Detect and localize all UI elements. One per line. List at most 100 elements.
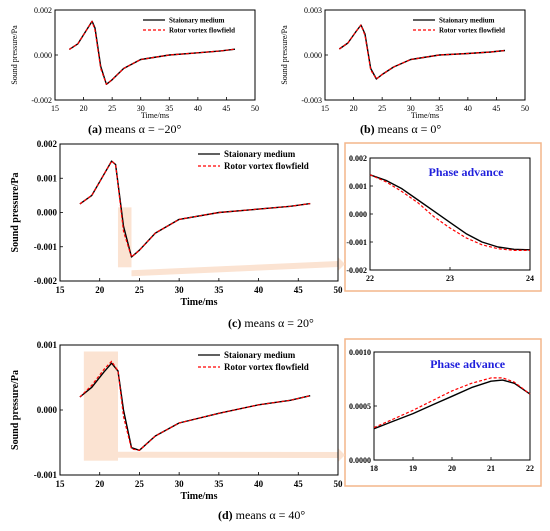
y-tick-label-a-2: 0.002 [34,6,52,15]
x-tick-label-a-2: 25 [108,104,116,113]
x-tick-label-a-7: 50 [251,104,259,113]
x-tick-label-c-zoom-2: 24 [526,274,534,283]
x-tick-label-d-zoom-3: 21 [487,464,495,473]
y-tick-label-c-3: 0.001 [37,173,58,183]
caption-d: (d) means α = 40° [218,508,306,522]
legend-label-a-0: Staionary medium [169,16,225,24]
series-line-c-zoom-0 [369,174,531,251]
legend-label-a-1: Rotor vortex flowfield [169,26,235,34]
x-tick-label-d-zoom-4: 22 [526,464,534,473]
connector-arrow-c [131,257,345,277]
annotation-d-zoom: Phase advance [430,357,506,371]
plot-frame-b [324,9,526,101]
y-tick-label-d-zoom-0: 0.0000 [349,456,371,465]
y-tick-label-c-zoom-3: 0.001 [349,182,367,191]
highlight-region-d [83,351,118,461]
highlight-region-c [117,207,132,268]
chart-b: 15 20 25 30 35 40 45 50 -0.003 0.000 0.003 Time/ms S… [280,6,529,120]
series-line-d-zoom-0 [373,379,531,430]
y-tick-label-c-zoom-4: 0.002 [349,154,367,163]
y-tick-label-b-2: 0.003 [304,6,322,15]
y-tick-label-d-2: 0.001 [37,340,58,350]
legend-label-d-1: Rotor vortex flowfield [224,362,309,372]
series-line-d-1 [79,360,311,451]
y-tick-label-c-2: 0.000 [37,208,58,218]
x-tick-label-b-5: 40 [464,104,472,113]
x-tick-label-b-4: 35 [435,104,443,113]
y-tick-label-b-0: -0.003 [301,96,322,105]
series-line-a-1 [68,20,236,85]
caption-b: (b) means α = 0° [360,122,442,136]
x-tick-label-d-4: 35 [214,479,224,489]
x-tick-label-b-6: 45 [492,104,500,113]
caption-a: (a) means α = −20° [88,122,182,136]
series-line-d-zoom-1 [373,377,531,429]
y-tick-label-c-zoom-1: -0.001 [346,238,367,247]
x-tick-label-d-1: 20 [95,479,105,489]
x-tick-label-d-zoom-2: 20 [448,464,456,473]
x-axis-label-c: Time/ms [180,297,217,308]
y-tick-label-d-zoom-1: 0.0005 [349,402,371,411]
y-tick-label-d-zoom-2: 0.0010 [349,348,371,357]
annotation-c-zoom: Phase advance [429,165,505,179]
chart-a: 15 20 25 30 35 40 45 50 -0.002 0.000 0.002 Time/ms S… [10,6,259,120]
chart-c-zoom: 22 23 24 -0.002 -0.001 0.000 0.001 0.002 Phase a… [346,154,534,283]
x-tick-label-d-3: 30 [175,479,185,489]
x-tick-label-c-2: 25 [135,285,145,295]
series-line-b-1 [338,24,506,80]
series-line-c-0 [79,160,311,258]
x-tick-label-a-0: 15 [51,104,59,113]
chart-d: 15 20 25 30 35 40 45 50 -0.001 0.000 0.001 Time/ms S… [10,340,346,502]
x-tick-label-d-5: 40 [254,479,264,489]
x-tick-label-c-4: 35 [214,285,224,295]
y-tick-label-c-zoom-2: 0.000 [349,210,367,219]
x-axis-label-d: Time/ms [180,491,217,502]
x-tick-label-d-6: 45 [294,479,304,489]
x-tick-label-c-3: 30 [175,285,185,295]
x-tick-label-b-3: 30 [407,104,415,113]
x-tick-label-c-zoom-0: 22 [366,274,374,283]
x-tick-label-d-zoom-1: 19 [409,464,417,473]
x-axis-label-a: Time/ms [141,111,169,120]
x-tick-label-b-0: 15 [321,104,329,113]
y-tick-label-c-4: 0.002 [37,139,58,149]
legend-label-c-0: Staionary medium [224,149,296,159]
y-axis-label-b: Sound pressure/Pa [280,25,289,85]
y-tick-label-b-1: 0.000 [304,51,322,60]
series-line-c-zoom-1 [369,174,530,251]
x-tick-label-b-1: 20 [350,104,358,113]
x-tick-label-d-zoom-0: 18 [370,464,378,473]
y-axis-label-a: Sound pressure/Pa [10,25,19,85]
y-tick-label-c-0: -0.002 [34,276,58,286]
y-axis-label-c: Sound pressure/Pa [10,173,21,253]
x-tick-label-a-6: 45 [222,104,230,113]
x-tick-label-a-4: 35 [165,104,173,113]
x-tick-label-c-0: 15 [56,285,66,295]
chart-c: 15 20 25 30 35 40 45 50 -0.002 -0.001 0.000 0.001 0.… [10,139,345,308]
x-tick-label-c-zoom-1: 23 [446,274,454,283]
x-tick-label-d-7: 50 [334,479,344,489]
caption-c: (c) means α = 20° [228,316,314,330]
x-tick-label-b-7: 50 [521,104,529,113]
legend-label-d-0: Staionary medium [224,350,296,360]
connector-arrow-d [117,448,346,462]
x-tick-label-c-5: 40 [254,285,264,295]
x-tick-label-c-1: 20 [95,285,105,295]
y-axis-label-d: Sound pressure/Pa [10,370,21,450]
x-tick-label-d-2: 25 [135,479,145,489]
legend-label-b-0: Staionary medium [439,16,495,24]
zoom-frame-d [344,338,542,487]
y-tick-label-c-zoom-0: -0.002 [346,266,367,275]
legend-label-c-1: Rotor vortex flowfield [224,161,309,171]
x-tick-label-b-2: 25 [378,104,386,113]
y-tick-label-a-1: 0.000 [34,51,52,60]
series-line-c-1 [79,160,311,258]
x-tick-label-c-6: 45 [294,285,304,295]
plot-frame-a [54,9,256,101]
y-tick-label-d-0: -0.001 [34,470,58,480]
y-tick-label-c-1: -0.001 [34,242,58,252]
x-tick-label-a-1: 20 [80,104,88,113]
x-tick-label-a-5: 40 [194,104,202,113]
legend-label-b-1: Rotor vortex flowfield [439,26,505,34]
